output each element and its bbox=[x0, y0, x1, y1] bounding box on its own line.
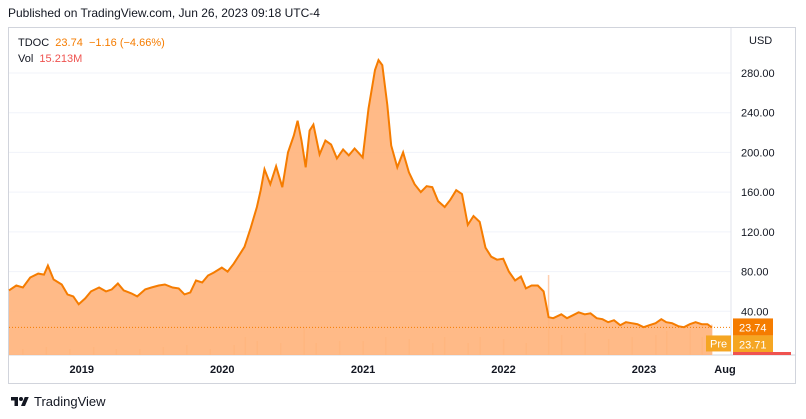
x-tick-label: 2022 bbox=[491, 364, 515, 376]
y-tick-label: 200.00 bbox=[741, 147, 775, 159]
price-labels: 23.74 Pre 23.71 bbox=[706, 318, 791, 355]
legend-vol-label: Vol bbox=[18, 53, 34, 65]
y-tick-label: 40.00 bbox=[741, 306, 769, 318]
brand-name: TradingView bbox=[34, 394, 106, 409]
y-tick-label: 280.00 bbox=[741, 68, 775, 80]
x-tick-label: 2019 bbox=[69, 364, 93, 376]
x-axis: 2019 2020 2021 2022 2023 Aug bbox=[69, 364, 735, 376]
tradingview-brand[interactable]: TradingView bbox=[10, 394, 106, 409]
premarket-tag bbox=[706, 335, 731, 352]
x-tick-label: 2021 bbox=[351, 364, 375, 376]
y-tick-label: 120.00 bbox=[741, 227, 775, 239]
published-caption: Published on TradingView.com, Jun 26, 20… bbox=[8, 6, 320, 20]
x-tick-label: 2020 bbox=[210, 364, 234, 376]
legend-change: −1.16 (−4.66%) bbox=[88, 37, 165, 49]
legend: TDOC 23.74 −1.16 (−4.66%) Vol 15.213M bbox=[18, 35, 165, 67]
x-tick-label: Aug bbox=[714, 364, 735, 376]
legend-price: 23.74 bbox=[55, 37, 83, 49]
currency-label: USD bbox=[749, 35, 772, 47]
premarket-tag-label: Pre bbox=[710, 338, 727, 350]
last-price-badge bbox=[733, 318, 773, 336]
legend-symbol: TDOC bbox=[18, 37, 50, 49]
x-tick-label: 2023 bbox=[632, 364, 656, 376]
y-axis: USD 40.00 80.00 120.00 160.00 200.00 240.00 280… bbox=[741, 35, 775, 318]
tradingview-logo-icon bbox=[11, 396, 29, 406]
premarket-price-badge bbox=[733, 335, 773, 353]
volume-axis-marker bbox=[733, 352, 791, 355]
y-tick-label: 160.00 bbox=[741, 187, 775, 199]
price-area bbox=[9, 60, 712, 355]
premarket-price-label: 23.71 bbox=[739, 339, 767, 351]
y-tick-label: 80.00 bbox=[741, 267, 769, 279]
legend-vol-value: 15.213M bbox=[39, 53, 83, 65]
chart-frame bbox=[8, 27, 796, 384]
y-tick-label: 240.00 bbox=[741, 108, 775, 120]
last-price-label: 23.74 bbox=[739, 322, 767, 334]
price-line bbox=[8, 58, 713, 329]
